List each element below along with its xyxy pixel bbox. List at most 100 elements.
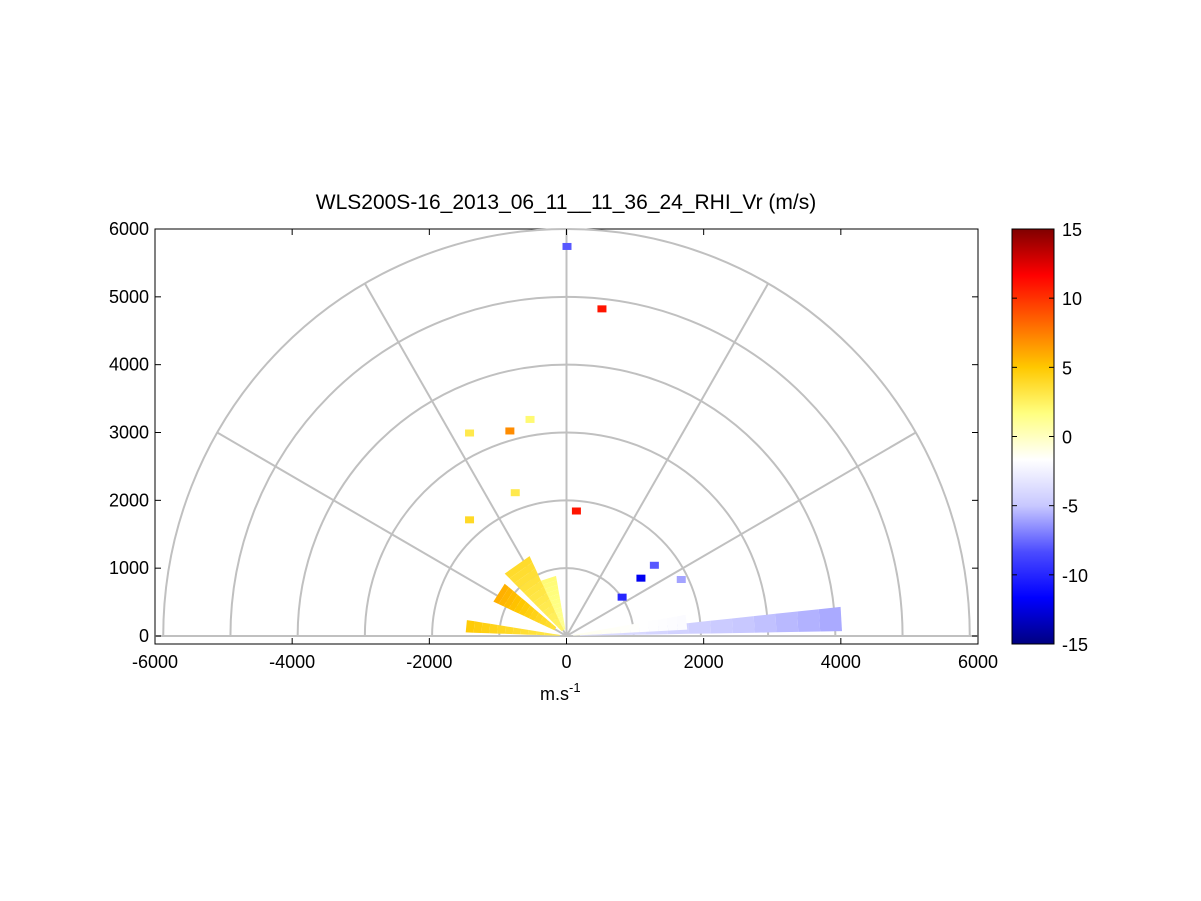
x-tick-label: 0 [561,652,571,672]
colorbar-ticks: 15 10 5 0 -5 -10 -15 [1012,220,1088,655]
x-tick-label: 4000 [821,652,861,672]
velocity-bin-west-low [520,628,529,635]
velocity-bin-west-low [528,630,537,635]
velocity-bin-west-low [481,622,491,634]
velocity-bin-west-high [504,556,533,579]
colorbar-tick-label: -5 [1062,497,1078,517]
velocity-bin-east-near [657,618,669,632]
colorbar-tick-label: 5 [1062,358,1072,378]
velocity-bin-west-steep [554,607,563,614]
velocity-bin-west-high [523,580,544,598]
x-tick-label: -6000 [132,652,178,672]
velocity-bin-west-steep [548,593,560,602]
velocity-bin-west-mid [503,590,518,609]
velocity-bin-west-low [473,621,483,633]
velocity-bin-east-low [710,618,733,634]
velocity-point [562,242,572,250]
colorbar-tick-label: -10 [1062,566,1088,586]
velocity-bin-west-low [512,627,522,635]
velocity-bin-west-high [514,568,539,588]
velocity-bin-west-steep [559,620,565,626]
x-tick-label: -2000 [406,652,452,672]
x-tick-label: 2000 [684,652,724,672]
velocity-bin-west-mid [493,583,509,604]
velocity-bin-west-mid [518,601,531,616]
velocity-bin-west-mid [498,587,514,607]
colorbar-tick-label: 10 [1062,289,1082,309]
velocity-bin-west-high [528,586,547,603]
velocity-bin-east-near [666,616,678,631]
x-axis-label: m.s-1 [540,680,581,704]
colorbar [1011,228,1055,645]
velocity-point [676,576,686,584]
velocity-point [597,305,607,313]
axis-ticks: -6000 -4000 -2000 0 2000 4000 6000 0 1000 2000 300… [109,219,998,672]
velocity-point [465,516,475,524]
radial-spoke [565,283,770,637]
y-tick-label: 2000 [109,490,149,510]
velocity-bin-east-low [818,606,842,632]
velocity-bin-west-steep [552,602,562,610]
velocity-bin-west-steep [542,580,558,589]
velocity-bin-east-low [797,609,821,632]
y-tick-label: 0 [139,626,149,646]
velocity-bin-west-steep [558,616,564,622]
velocity-bin-west-mid [544,620,552,628]
velocity-bin-west-mid [539,616,548,626]
velocity-bin-east-low [775,611,799,633]
velocity-bin-east-near [573,633,583,636]
velocity-bin-east-low [731,616,755,634]
colorbar-tick-label: 15 [1062,220,1082,240]
velocity-bin-west-mid [534,612,544,624]
velocity-point [649,561,659,569]
velocity-point [617,593,627,601]
y-tick-label: 6000 [109,219,149,239]
x-tick-label: -4000 [269,652,315,672]
colorbar-tick-label: 0 [1062,428,1072,448]
velocity-bin-west-steep [540,575,557,585]
velocity-bin-west-steep [561,624,566,630]
velocity-bin-west-high [552,617,561,627]
velocity-point [465,429,475,437]
velocity-bin-west-high [533,593,550,608]
velocity-bin-west-low [551,633,560,636]
velocity-point [510,489,520,497]
chart-title: WLS200S-16_2013_06_11__11_36_24_RHI_Vr (… [316,191,816,214]
velocity-bin-west-low [504,626,514,635]
velocity-bin-east-near [601,628,612,635]
velocity-bin-west-high [557,623,564,632]
velocity-bin-west-mid [523,605,535,619]
velocity-bin-east-low [688,620,711,634]
velocity-point [505,427,515,435]
velocity-bin-east-near [620,624,631,634]
velocity-bin-west-low [536,631,545,636]
velocity-bin-east-near [591,629,602,635]
y-tick-label: 4000 [109,355,149,375]
velocity-data [465,242,842,636]
velocity-bin-west-mid [549,623,557,631]
velocity-bin-west-steep [550,598,561,606]
velocity-bin-west-mid [528,609,539,621]
velocity-bin-west-steep [544,584,559,593]
velocity-bin-west-low [465,620,475,633]
x-axis-label-exponent: -1 [569,680,581,695]
velocity-bin-west-high [509,562,536,584]
velocity-bin-west-steep [556,611,563,618]
x-axis-label-base: m.s [540,684,569,704]
velocity-point [636,574,646,582]
velocity-bin-east-low [753,613,777,633]
velocity-bin-east-near [610,626,621,634]
x-tick-label: 6000 [958,652,998,672]
radial-spoke [565,431,917,637]
velocity-bin-west-low [544,632,553,636]
velocity-bin-east-near [648,619,659,632]
y-tick-label: 1000 [109,558,149,578]
velocity-bin-east-near [582,631,593,636]
velocity-bin-west-high [538,599,553,612]
y-tick-label: 5000 [109,287,149,307]
velocity-bin-east-near [629,623,640,633]
colorbar-tick-label: -15 [1062,635,1088,655]
velocity-bin-west-high [519,574,541,593]
velocity-point [525,415,535,423]
